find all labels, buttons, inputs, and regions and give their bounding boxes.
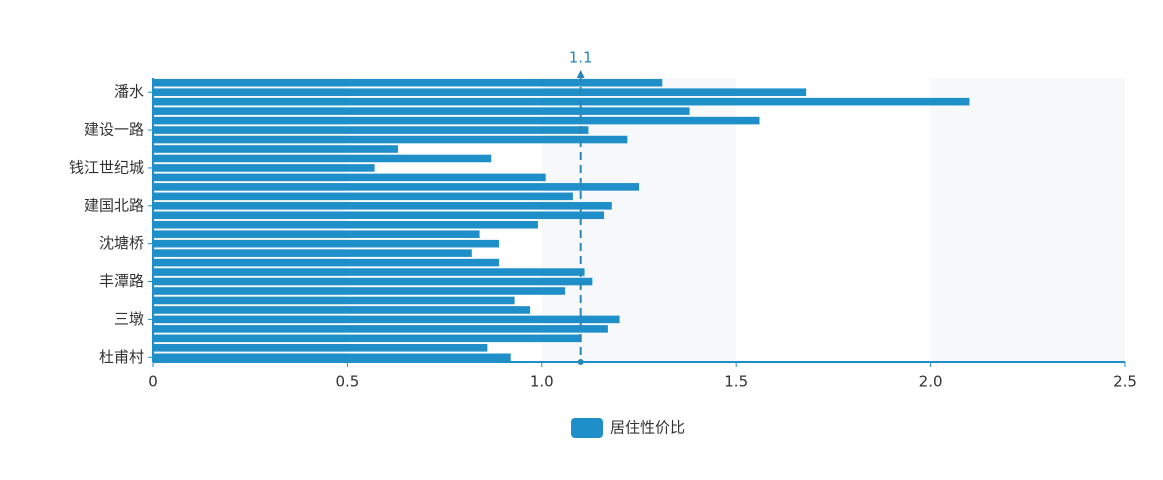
bar <box>153 97 970 106</box>
bar <box>153 107 690 115</box>
split-areas <box>153 78 1125 362</box>
y-tick-label: 潘水 <box>114 83 144 101</box>
legend-label: 居住性价比 <box>610 419 685 437</box>
bar <box>153 116 760 125</box>
legend-swatch <box>571 418 603 438</box>
bar <box>153 78 663 87</box>
bar <box>153 325 608 333</box>
y-tick-label: 沈塘桥 <box>99 234 144 252</box>
bar <box>153 220 538 229</box>
bar <box>153 230 480 238</box>
bar <box>153 353 511 362</box>
bar <box>153 315 620 324</box>
bar <box>153 239 500 248</box>
bar <box>153 192 573 201</box>
bar <box>153 306 531 314</box>
split-area <box>541 78 737 362</box>
bar <box>153 258 500 267</box>
split-area <box>930 78 1125 362</box>
bar <box>153 88 807 96</box>
x-tick-label: 2.0 <box>919 373 943 391</box>
bar <box>153 296 515 305</box>
y-tick-label: 丰潭路 <box>99 272 144 290</box>
bar <box>153 268 585 276</box>
split-area <box>153 78 348 362</box>
x-tick-label: 0.5 <box>335 373 359 391</box>
bar <box>153 344 488 352</box>
bar <box>153 249 472 257</box>
bar <box>153 183 639 191</box>
mark-line-label: 1.1 <box>569 49 593 67</box>
bar <box>153 135 628 144</box>
bar <box>153 202 612 210</box>
x-tick-label: 0 <box>148 373 158 391</box>
bar <box>153 154 492 163</box>
y-tick-label: 三墩 <box>114 310 144 328</box>
x-tick-label: 1.5 <box>724 373 748 391</box>
bar <box>153 287 566 295</box>
bar <box>153 164 375 172</box>
y-tick-label: 钱江世纪城 <box>69 158 144 176</box>
bar <box>153 211 605 220</box>
bar <box>153 126 589 134</box>
y-tick-label: 建国北路 <box>84 196 144 214</box>
bar <box>153 334 581 343</box>
bar <box>153 145 398 153</box>
mark-line-dot <box>577 359 584 365</box>
y-tick-label: 建设一路 <box>84 121 144 139</box>
bar <box>153 277 593 286</box>
x-tick-label: 2.5 <box>1113 373 1137 391</box>
mark-line-arrow <box>576 70 585 78</box>
y-tick-label: 杜甫村 <box>99 348 144 366</box>
x-tick-label: 1.0 <box>530 373 554 391</box>
bar <box>153 173 546 182</box>
